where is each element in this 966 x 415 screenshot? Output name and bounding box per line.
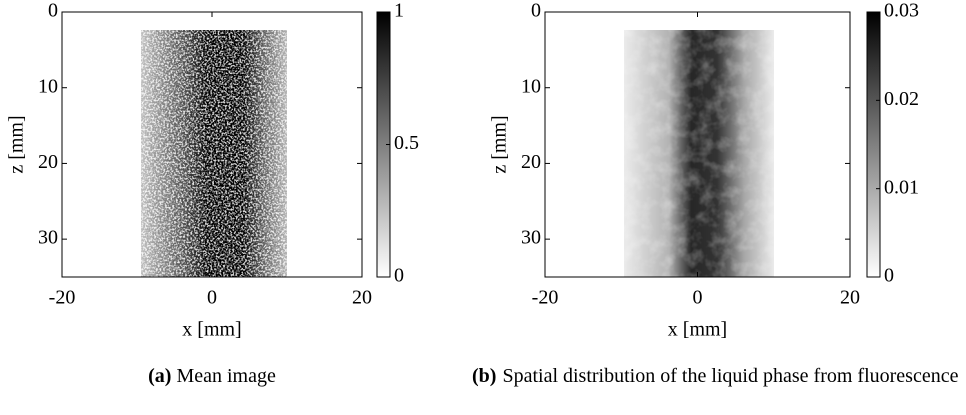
y-tick-label: 20 <box>38 151 58 173</box>
colorbar-tick-label: 0.02 <box>884 88 919 110</box>
caption-label: (b) <box>472 365 497 387</box>
caption: (a) Mean image <box>112 364 312 389</box>
x-tick-label: 0 <box>693 287 703 309</box>
y-tick-label: 10 <box>38 75 58 97</box>
colorbar-tick-label: 0 <box>884 265 894 287</box>
image-b <box>624 30 774 277</box>
x-tick-label: 20 <box>840 287 860 309</box>
colorbar <box>866 11 881 278</box>
x-tick-label: 20 <box>352 287 372 309</box>
x-tick-label: -20 <box>49 287 76 309</box>
x-axis-label: x [mm] <box>182 319 241 341</box>
x-tick-label: 0 <box>207 287 217 309</box>
colorbar-tick-label: 0 <box>394 265 404 287</box>
image-a <box>141 30 287 277</box>
y-tick-label: 20 <box>521 151 541 173</box>
caption: (b) Spatial distribution of the liquid ph… <box>472 364 962 389</box>
colorbar-tick-label: 1 <box>394 0 404 22</box>
y-tick-label: 0 <box>48 0 58 22</box>
y-axis-label: z [mm] <box>6 115 28 173</box>
caption-label: (a) <box>148 365 172 387</box>
x-axis-label: x [mm] <box>668 319 727 341</box>
y-axis-label: z [mm] <box>489 115 511 173</box>
figure: -20 0 20 0 10 20 30 x [mm] z [mm] 0 0.5 1 -20 0 20 0 10 2… <box>6 0 919 341</box>
y-tick-label: 0 <box>531 0 541 22</box>
y-tick-label: 30 <box>521 227 541 249</box>
colorbar-tick-label: 0.03 <box>884 0 919 22</box>
colorbar-tick-label: 0.01 <box>884 176 919 198</box>
y-tick-label: 10 <box>521 75 541 97</box>
colorbar-tick-label: 0.5 <box>394 132 419 154</box>
y-tick-label: 30 <box>38 227 58 249</box>
caption-text: Mean image <box>176 365 276 387</box>
caption-text: Spatial distribution of the liquid phase… <box>502 365 959 387</box>
x-tick-label: -20 <box>532 287 559 309</box>
